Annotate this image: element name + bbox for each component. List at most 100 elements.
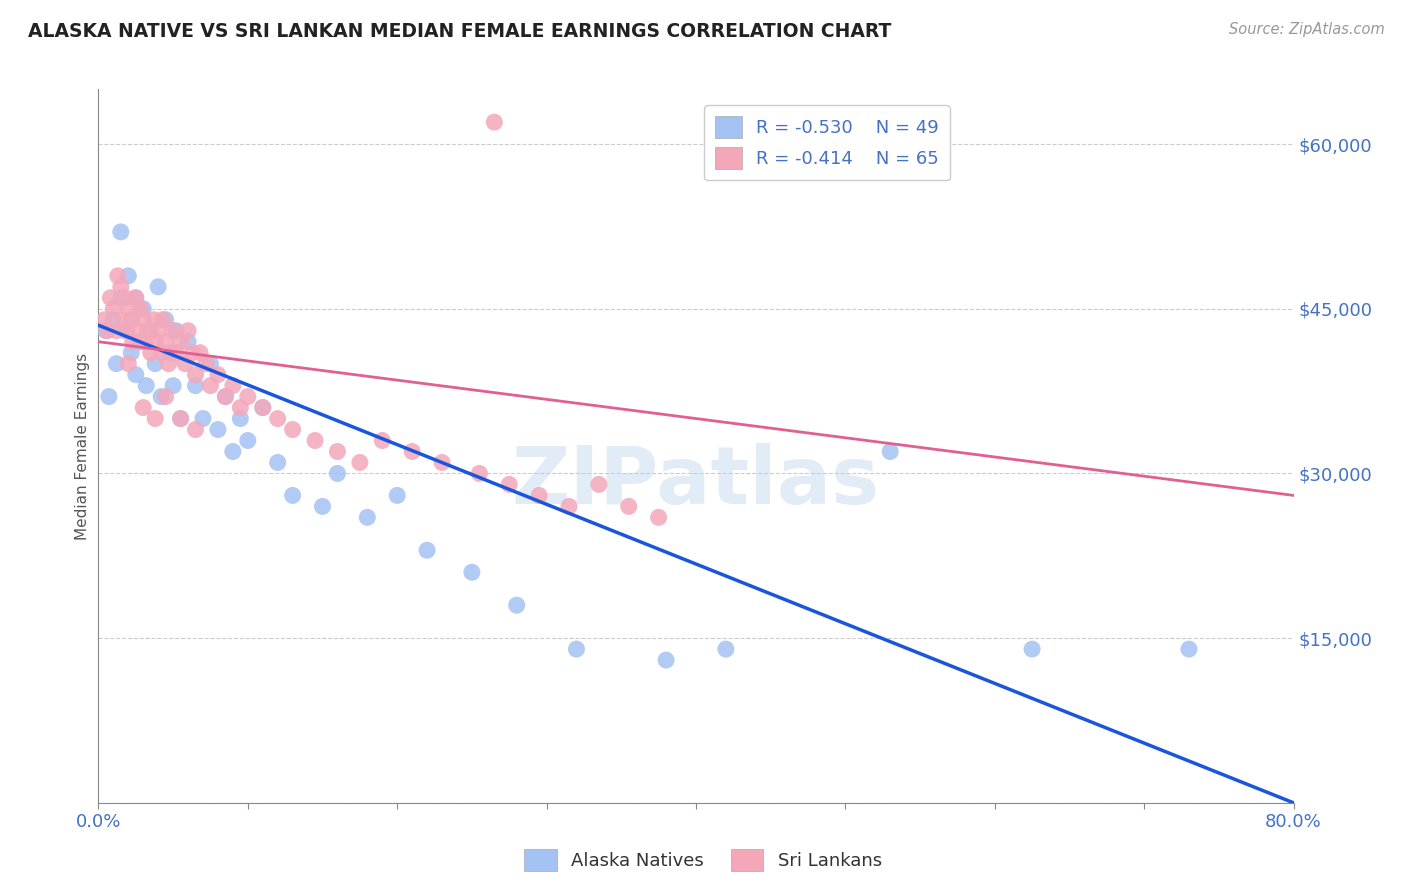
Point [110, 280, 132, 294]
Point [125, 291, 148, 305]
Point [416, 543, 439, 558]
Point [195, 357, 218, 371]
Point [169, 334, 191, 349]
Point [498, 477, 520, 491]
Point [714, 642, 737, 657]
Point [184, 423, 207, 437]
Point [304, 434, 326, 448]
Point [152, 312, 174, 326]
Point [181, 345, 204, 359]
Legend: Alaska Natives, Sri Lankans: Alaska Natives, Sri Lankans [517, 842, 889, 879]
Point [565, 642, 588, 657]
Point [103, 312, 125, 326]
Point [281, 423, 304, 437]
Point [107, 268, 129, 283]
Point [222, 444, 245, 458]
Point [200, 357, 222, 371]
Point [120, 312, 142, 326]
Point [326, 467, 349, 481]
Point [371, 434, 394, 448]
Point [617, 500, 640, 514]
Point [105, 324, 128, 338]
Point [114, 291, 136, 305]
Point [188, 345, 211, 359]
Legend: R = -0.530    N = 49, R = -0.414    N = 65: R = -0.530 N = 49, R = -0.414 N = 65 [704, 105, 950, 180]
Point [207, 423, 229, 437]
Point [117, 357, 139, 371]
Point [184, 378, 207, 392]
Point [647, 510, 669, 524]
Point [98, 291, 122, 305]
Point [125, 291, 148, 305]
Y-axis label: Median Female Earnings: Median Female Earnings [75, 352, 90, 540]
Point [174, 357, 197, 371]
Point [191, 411, 214, 425]
Point [177, 334, 200, 349]
Point [222, 378, 245, 392]
Point [139, 345, 162, 359]
Text: ALASKA NATIVE VS SRI LANKAN MEDIAN FEMALE EARNINGS CORRELATION CHART: ALASKA NATIVE VS SRI LANKAN MEDIAN FEMAL… [28, 22, 891, 41]
Text: Source: ZipAtlas.com: Source: ZipAtlas.com [1229, 22, 1385, 37]
Point [236, 434, 259, 448]
Point [148, 280, 170, 294]
Point [143, 357, 166, 371]
Point [184, 368, 207, 382]
Point [506, 598, 529, 612]
Point [103, 301, 125, 316]
Point [281, 488, 304, 502]
Point [229, 401, 252, 415]
Point [115, 324, 138, 338]
Point [111, 312, 134, 326]
Point [214, 390, 236, 404]
Point [1178, 642, 1201, 657]
Point [94, 324, 117, 338]
Point [155, 312, 177, 326]
Point [135, 378, 157, 392]
Point [117, 268, 139, 283]
Point [139, 324, 162, 338]
Point [401, 444, 423, 458]
Point [165, 345, 187, 359]
Point [117, 301, 139, 316]
Point [169, 411, 191, 425]
Point [252, 401, 274, 415]
Point [468, 467, 491, 481]
Text: ZIPatlas: ZIPatlas [512, 442, 880, 521]
Point [879, 444, 901, 458]
Point [461, 566, 484, 580]
Point [132, 401, 155, 415]
Point [385, 488, 409, 502]
Point [125, 368, 148, 382]
Point [121, 334, 143, 349]
Point [114, 324, 136, 338]
Point [132, 312, 155, 326]
Point [1021, 642, 1043, 657]
Point [155, 390, 177, 404]
Point [93, 312, 115, 326]
Point [162, 324, 184, 338]
Point [200, 378, 222, 392]
Point [132, 301, 155, 316]
Point [252, 401, 274, 415]
Point [655, 653, 678, 667]
Point [527, 488, 550, 502]
Point [127, 324, 149, 338]
Point [136, 324, 159, 338]
Point [484, 115, 506, 129]
Point [110, 291, 132, 305]
Point [214, 390, 236, 404]
Point [229, 411, 252, 425]
Point [157, 357, 180, 371]
Point [356, 510, 378, 524]
Point [177, 324, 200, 338]
Point [142, 312, 165, 326]
Point [267, 411, 290, 425]
Point [129, 334, 152, 349]
Point [105, 357, 128, 371]
Point [588, 477, 610, 491]
Point [96, 324, 118, 338]
Point [169, 411, 191, 425]
Point [430, 455, 453, 469]
Point [97, 390, 120, 404]
Point [155, 334, 177, 349]
